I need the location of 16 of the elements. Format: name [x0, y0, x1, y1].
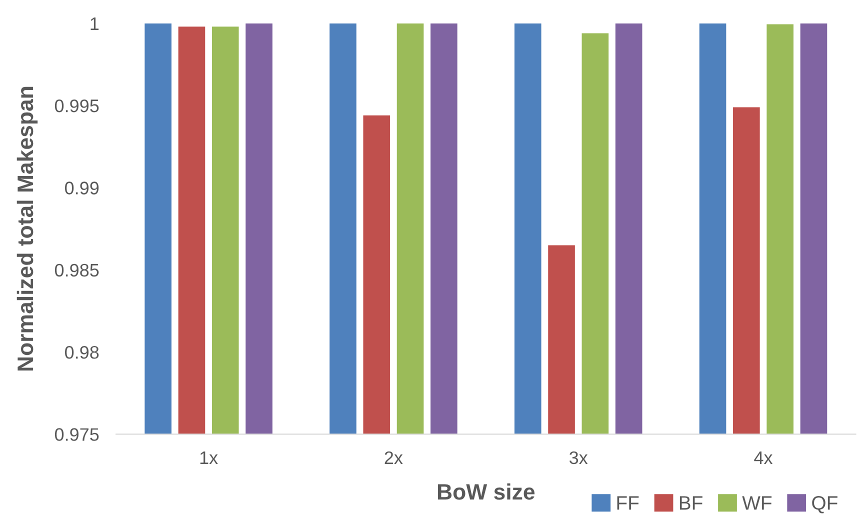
- y-tick-label: 0.985: [54, 264, 99, 277]
- x-tick-label: 3x: [570, 451, 588, 464]
- y-tick-label: 0.975: [54, 428, 99, 441]
- legend-label: BF: [680, 496, 702, 510]
- y-axis-title: Normalized total Makespan: [16, 86, 38, 371]
- legend-label: FF: [617, 496, 639, 510]
- x-tick-label: 2x: [384, 451, 403, 464]
- y-tick-label: 0.98: [65, 346, 99, 359]
- y-tick-label: 1: [90, 18, 99, 30]
- x-tick-label: 4x: [754, 452, 773, 464]
- y-tick-label: 0.99: [65, 182, 99, 194]
- legend-label: WF: [742, 496, 772, 510]
- x-axis-title: BoW size: [438, 483, 535, 500]
- x-tick-label: 1x: [200, 452, 218, 464]
- y-tick-label: 0.995: [54, 99, 99, 112]
- legend-label: QF: [812, 496, 838, 514]
